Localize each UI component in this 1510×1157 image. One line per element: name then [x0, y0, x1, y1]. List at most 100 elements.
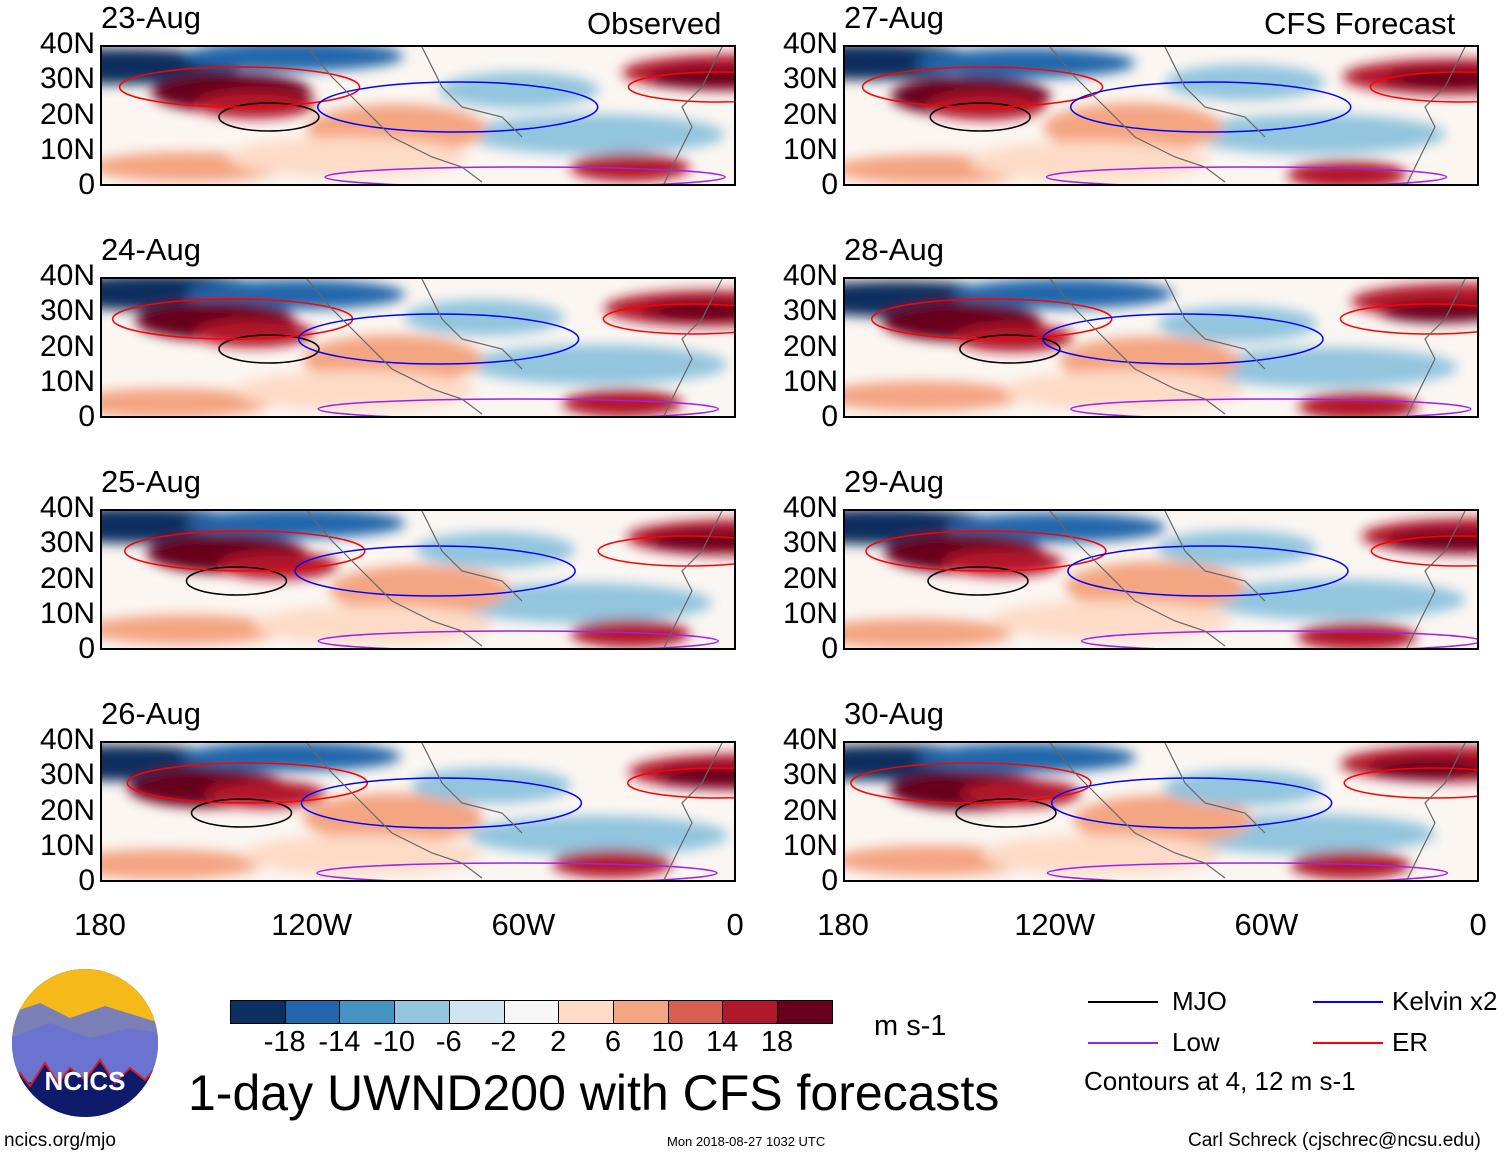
footer-author: Carl Schreck (cjschrec@ncsu.edu) [1188, 1130, 1481, 1151]
lat-tick-label: 0 [821, 632, 838, 666]
coastline [1049, 743, 1466, 880]
map-panel [843, 45, 1479, 186]
legend-kelvin-line [1313, 1001, 1383, 1003]
lat-tick-label: 20N [782, 561, 838, 595]
wind-anomaly-blob [235, 370, 476, 411]
contour-line [1080, 630, 1477, 648]
lat-tick-label: 20N [782, 97, 838, 131]
wind-anomaly-blob [1156, 530, 1317, 567]
panel-date: 26-Aug [101, 696, 201, 731]
wind-anomaly-blob [468, 815, 729, 856]
colorbar-label: -10 [373, 1026, 416, 1058]
contour-line [190, 798, 293, 828]
lat-tick-label: 0 [78, 632, 95, 666]
panel-date: 30-Aug [844, 696, 944, 731]
wind-anomaly-blob [991, 600, 1232, 641]
lat-tick-label: 40N [39, 723, 95, 756]
coastline [1049, 511, 1466, 648]
legend-low-line [1088, 1042, 1158, 1044]
lat-tick-label: 0 [821, 400, 838, 434]
colorbar-label: -6 [435, 1026, 462, 1058]
panel-date: 23-Aug [101, 0, 201, 35]
coastline [306, 511, 723, 648]
lat-tick-label: 20N [782, 793, 838, 827]
wind-anomaly-blob [205, 780, 326, 809]
legend-er: ER [1392, 1027, 1429, 1057]
wind-anomaly-blob [915, 48, 1136, 79]
contour-line [627, 767, 734, 799]
contour-line [1069, 81, 1352, 133]
contour-line [861, 66, 1104, 108]
contour-line [317, 630, 719, 648]
lat-tick-label: 40N [39, 259, 95, 292]
figure-title: 1-day UWND200 with CFS forecasts [188, 1065, 1000, 1121]
wind-anomaly-blob [969, 141, 1210, 182]
wind-anomaly-blob [1381, 302, 1477, 323]
contour-line [1045, 166, 1448, 184]
coastline [306, 47, 723, 184]
colorbar-units: m s-1 [874, 1010, 947, 1042]
wind-anomaly-blob [241, 834, 482, 875]
wind-anomaly-blob [649, 68, 734, 89]
colorbar-swatch [667, 1000, 724, 1024]
contour-line [865, 530, 1107, 572]
wind-anomaly-blob [570, 619, 691, 648]
wind-anomaly-blob [195, 90, 316, 119]
colorbar-label: 6 [604, 1026, 621, 1058]
lat-tick-label: 20N [39, 793, 95, 827]
colorbar-label: 10 [651, 1026, 684, 1058]
coastline [1049, 279, 1466, 416]
lat-tick-label: 40N [782, 259, 838, 292]
panel-date: 29-Aug [844, 464, 944, 499]
map-panel [100, 45, 736, 186]
map-panel [100, 509, 736, 650]
lat-tick-label: 30N [39, 758, 95, 792]
contour-line [1050, 777, 1333, 829]
lat-tick-label: 40N [782, 723, 838, 756]
wind-anomaly-blob [329, 564, 510, 615]
contour-line [1343, 767, 1477, 799]
map-panel [843, 741, 1479, 882]
panel-date: 27-Aug [844, 0, 944, 35]
wind-anomaly-blob [411, 767, 572, 804]
contour-line [124, 530, 366, 572]
lon-tick-label: 180 [817, 907, 869, 942]
lat-tick-label: 20N [782, 329, 838, 363]
panel-date: 25-Aug [101, 464, 201, 499]
colorbar-swatch [503, 1000, 560, 1024]
footer-url[interactable]: ncics.org/mjo [4, 1130, 116, 1151]
contour-line [929, 102, 1031, 132]
wind-anomaly-blob [1197, 347, 1458, 388]
lat-tick-label: 40N [39, 27, 95, 60]
lat-tick-label: 30N [782, 62, 838, 96]
colorbar-swatch [230, 1000, 286, 1024]
legend-low: Low [1172, 1027, 1220, 1057]
logo-text: NCICS [45, 1066, 126, 1096]
wind-anomaly-blob [102, 849, 263, 880]
contour-line [118, 66, 361, 108]
wind-anomaly-blob [226, 137, 467, 178]
colorbar-swatch [612, 1000, 669, 1024]
colorbar-label: 18 [760, 1026, 794, 1058]
contour-line [1046, 862, 1449, 880]
wind-anomaly-blob [218, 551, 339, 580]
lon-tick-label: 0 [726, 907, 744, 942]
lat-tick-label: 20N [39, 329, 95, 363]
colorbar-swatch [284, 1000, 341, 1024]
contour-line [955, 798, 1057, 828]
contour-line [297, 313, 580, 365]
wind-anomaly-blob [845, 380, 1022, 411]
contour-line [317, 81, 599, 133]
wind-anomaly-blob [916, 743, 1136, 773]
colorbar-label: -14 [318, 1026, 361, 1058]
footer-timestamp: Mon 2018-08-27 1032 UTC [667, 1134, 826, 1149]
coastline [1049, 47, 1466, 184]
forecast-label: CFS Forecast [1264, 6, 1456, 41]
wind-anomaly-blob [953, 279, 1174, 309]
map-panel [100, 277, 736, 418]
wind-anomaly-blob [1163, 769, 1324, 806]
contour-line [300, 777, 583, 829]
colorbar-label: -2 [490, 1026, 517, 1058]
wind-anomaly-blob [1287, 160, 1408, 184]
lat-tick-label: 0 [78, 168, 95, 202]
